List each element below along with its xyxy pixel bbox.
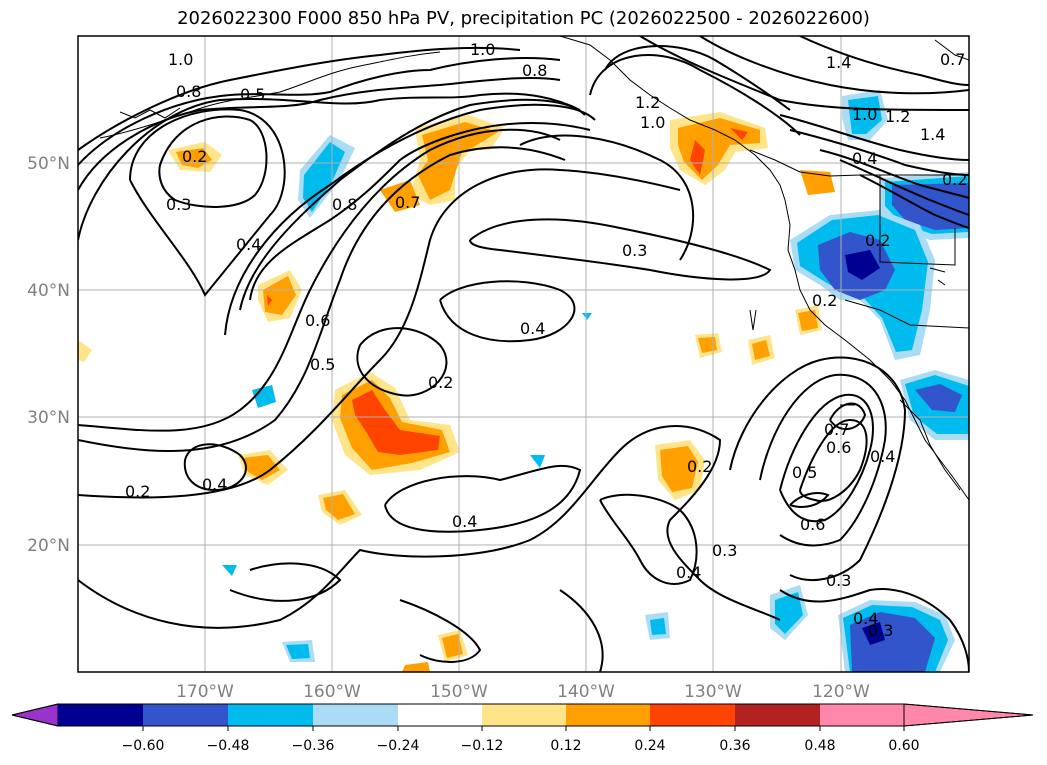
contour-label: 0.5 <box>310 355 335 374</box>
contour-label: 1.0 <box>168 50 193 69</box>
pv-contours <box>78 36 969 672</box>
contour-label: 0.5 <box>240 85 265 104</box>
contour-label: 0.8 <box>332 195 357 214</box>
colorbar-tick: −0.36 <box>292 738 335 754</box>
contour-label: 0.7 <box>824 420 849 439</box>
colorbar-segment <box>650 704 735 726</box>
colorbar-segment <box>482 704 566 726</box>
lat-label: 50°N <box>27 154 70 174</box>
lat-label: 20°N <box>27 536 70 556</box>
contour-label: 0.3 <box>166 195 191 214</box>
contour-label: 0.8 <box>176 82 201 101</box>
contour-label: 0.4 <box>236 235 261 254</box>
colorbar-segment <box>398 704 482 726</box>
plot-frame <box>77 35 970 673</box>
colorbar: −0.60 −0.48 −0.36 −0.24 −0.12 0.12 0.24 … <box>11 703 1034 754</box>
lon-label: 120°W <box>812 682 870 702</box>
contour-label: 0.2 <box>182 147 207 166</box>
contour-label: 0.4 <box>520 319 545 338</box>
lon-label: 130°W <box>684 682 742 702</box>
map-title: 2026022300 F000 850 hPa PV, precipitatio… <box>177 8 870 29</box>
colorbar-segment <box>228 704 313 726</box>
colorbar-segment <box>566 704 650 726</box>
colorbar-segment <box>735 704 820 726</box>
contour-label: 0.3 <box>868 621 893 640</box>
contour-label: 0.5 <box>792 463 817 482</box>
contour-label: 0.8 <box>522 61 547 80</box>
contour-label: 1.0 <box>852 105 877 124</box>
contour-label: 1.0 <box>470 40 495 59</box>
contour-label: 0.3 <box>826 571 851 590</box>
colorbar-tick: −0.60 <box>122 738 165 754</box>
lat-label: 30°N <box>27 408 70 428</box>
contour-label: 0.4 <box>852 149 877 168</box>
contour-label: 1.4 <box>826 53 851 72</box>
contour-labels: 1.0 0.8 0.5 0.2 0.3 0.4 0.6 0.5 0.8 0.7 … <box>125 40 967 640</box>
contour-label: 0.2 <box>865 231 890 250</box>
contour-label: 0.2 <box>428 373 453 392</box>
contour-label: 0.6 <box>826 438 851 457</box>
graticule <box>78 36 969 672</box>
colorbar-tick: 0.60 <box>888 738 919 754</box>
contour-label: 1.4 <box>920 125 945 144</box>
contour-label: 0.7 <box>395 193 420 212</box>
precip-shading <box>78 90 969 672</box>
colorbar-tick: 0.48 <box>804 738 835 754</box>
contour-label: 1.0 <box>640 113 665 132</box>
contour-label: 0.3 <box>712 541 737 560</box>
lon-label: 150°W <box>430 682 488 702</box>
contour-label: 0.2 <box>812 291 837 310</box>
colorbar-extend-high <box>903 703 1034 727</box>
colorbar-tick: −0.48 <box>207 738 250 754</box>
contour-label: 0.2 <box>687 457 712 476</box>
lon-label: 140°W <box>557 682 615 702</box>
lat-label: 40°N <box>27 281 70 301</box>
contour-label: 0.4 <box>676 563 701 582</box>
colorbar-segment <box>143 704 228 726</box>
colorbar-segment <box>820 704 904 726</box>
contour-label: 0.4 <box>452 512 477 531</box>
colorbar-tick: 0.36 <box>719 738 750 754</box>
contour-label: 1.2 <box>635 93 660 112</box>
axis-labels: 170°W 160°W 150°W 140°W 130°W 120°W 50°N… <box>27 154 870 702</box>
coastlines <box>99 36 969 501</box>
contour-label: 0.6 <box>800 515 825 534</box>
lon-label: 160°W <box>303 682 361 702</box>
colorbar-extend-low <box>11 703 59 727</box>
contour-label: 0.4 <box>202 475 227 494</box>
map-plot-area: 1.0 0.8 0.5 0.2 0.3 0.4 0.6 0.5 0.8 0.7 … <box>78 36 969 672</box>
contour-label: 1.2 <box>885 107 910 126</box>
colorbar-tick: −0.24 <box>377 738 420 754</box>
colorbar-tick: 0.24 <box>634 738 665 754</box>
contour-label: 0.2 <box>942 170 967 189</box>
contour-label: 0.2 <box>125 482 150 501</box>
contour-label: 0.4 <box>853 609 878 628</box>
contour-label: 0.6 <box>305 311 330 330</box>
colorbar-segment <box>58 704 143 726</box>
lon-label: 170°W <box>176 682 234 702</box>
contour-label: 0.7 <box>940 50 965 69</box>
contour-label: 0.4 <box>870 447 895 466</box>
colorbar-segment <box>313 704 398 726</box>
colorbar-tick: −0.12 <box>461 738 504 754</box>
contour-label: 0.3 <box>622 241 647 260</box>
colorbar-tick: 0.12 <box>550 738 581 754</box>
